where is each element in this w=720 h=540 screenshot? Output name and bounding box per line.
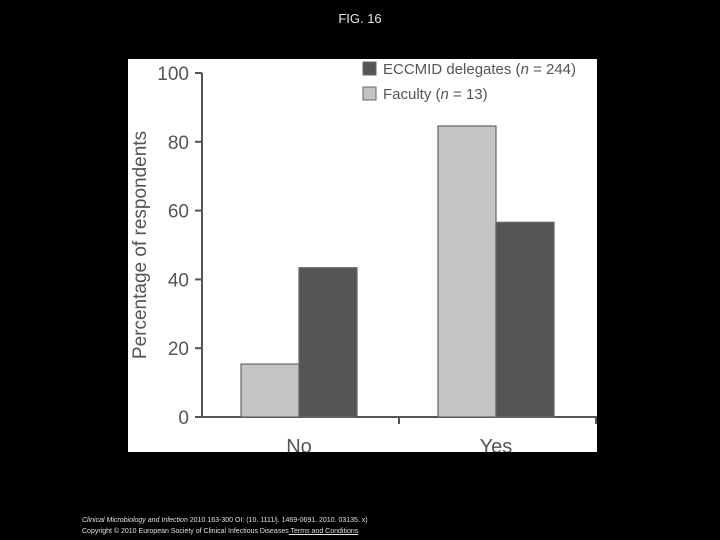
y-tick-label: 60	[168, 202, 189, 223]
citation-journal: Clinical Microbiology and Infection	[82, 517, 188, 524]
bar-yes-faculty	[437, 125, 497, 418]
copyright-text: Copyright © 2010 European Society of Cli…	[82, 528, 289, 535]
bar-no-faculty	[240, 363, 300, 418]
citation-details: 2010 163-300 OI: (10. 1111/j. 1469-0691.…	[187, 517, 368, 524]
y-axis-label: Percentage of respondents	[130, 131, 151, 359]
legend-label: Faculty (n = 13)	[383, 86, 488, 103]
bar-yes-eccmid	[495, 221, 555, 418]
legend-swatch	[362, 61, 377, 76]
y-tick-label: 0	[178, 408, 189, 429]
citation-footer: Clinical Microbiology and Infection 2010…	[82, 515, 368, 537]
y-tick-label: 80	[168, 133, 189, 154]
bar-no-eccmid	[298, 267, 358, 418]
y-tick-label: 100	[157, 64, 189, 85]
bar-chart: 0 20 40 60 80 100 Percentage of respondents No Y…	[130, 61, 597, 452]
terms-link[interactable]: Terms and Conditions	[288, 528, 359, 535]
figure-title: FIG. 16	[338, 11, 382, 26]
y-tick-label: 20	[168, 339, 189, 360]
chart: 0 20 40 60 80 100 Percentage of respondents No Y…	[128, 59, 597, 452]
legend-label: ECCMID delegates (n = 244)	[383, 61, 576, 78]
y-tick-label: 40	[168, 270, 189, 291]
x-tick-label: Yes	[480, 436, 513, 452]
copyright-line: Copyright © 2010 European Society of Cli…	[82, 526, 368, 537]
x-tick-label: No	[286, 436, 312, 452]
citation-line: Clinical Microbiology and Infection 2010…	[82, 515, 368, 526]
legend-swatch	[362, 86, 377, 101]
